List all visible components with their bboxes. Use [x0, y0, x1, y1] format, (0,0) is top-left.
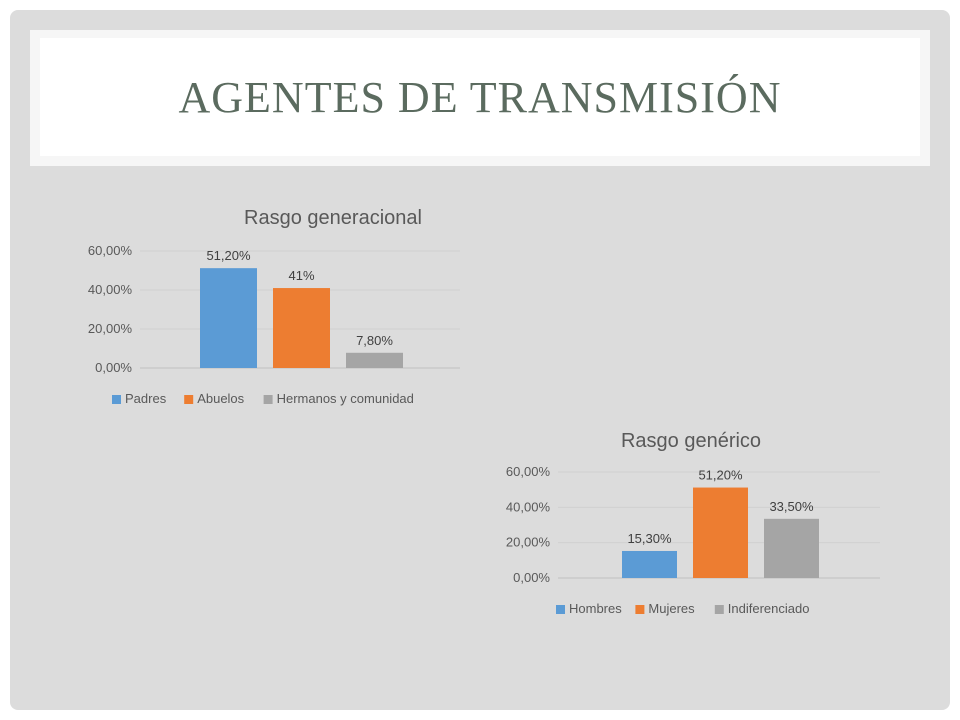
chart-rasgo-generacional: Rasgo generacional 0,00% 20,00% 40,00% 60,0… [88, 207, 460, 406]
data-label: 51,20% [698, 468, 743, 483]
legend-swatch [635, 605, 645, 614]
data-label: 15,30% [627, 531, 672, 546]
chart-title: Rasgo genérico [621, 430, 761, 452]
legend-item: Mujeres [648, 601, 695, 616]
bar-abuelos [273, 288, 330, 368]
data-label: 7,80% [356, 333, 393, 348]
data-label: 33,50% [769, 499, 814, 514]
bar-padres [200, 268, 257, 368]
y-tick-label: 20,00% [88, 321, 133, 336]
slide-title: AGENTES DE TRANSMISIÓN [178, 73, 782, 122]
y-tick-label: 0,00% [95, 360, 132, 375]
chart-rasgo-generico: Rasgo genérico 0,00% 20,00% 40,00% 60,00% 1… [506, 430, 880, 616]
legend-swatch [556, 605, 565, 614]
data-label: 41% [288, 268, 314, 283]
legend-item: Indiferenciado [728, 601, 810, 616]
bar-indiferenciado [764, 518, 819, 578]
bar-mujeres [693, 487, 748, 578]
legend-item: Abuelos [197, 391, 244, 406]
chart-title: Rasgo generacional [244, 207, 422, 229]
title-box: AGENTES DE TRANSMISIÓN [30, 30, 930, 166]
data-label: 51,20% [206, 248, 251, 263]
legend-item: Hermanos y comunidad [277, 391, 414, 406]
legend-item: Hombres [569, 601, 622, 616]
y-tick-label: 0,00% [513, 570, 550, 585]
legend-swatch [714, 605, 724, 614]
y-tick-label: 40,00% [88, 282, 133, 297]
title-panel: AGENTES DE TRANSMISIÓN [40, 38, 920, 156]
y-tick-label: 60,00% [506, 464, 551, 479]
legend-item: Padres [125, 391, 167, 406]
y-tick-label: 20,00% [506, 535, 551, 550]
y-tick-label: 40,00% [506, 499, 551, 514]
legend-swatch [263, 395, 273, 404]
bar-hombres [622, 550, 677, 578]
bar-hermanos-y-comunidad [346, 352, 403, 368]
legend-swatch [184, 395, 194, 404]
y-tick-label: 60,00% [88, 243, 133, 258]
legend-swatch [112, 395, 121, 404]
